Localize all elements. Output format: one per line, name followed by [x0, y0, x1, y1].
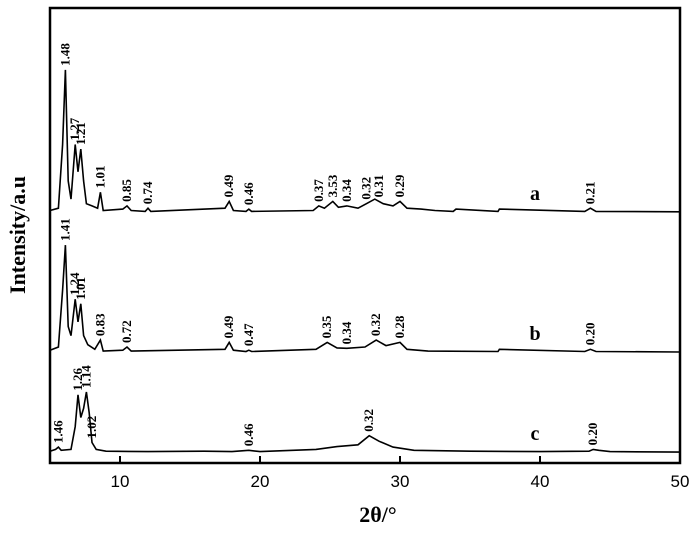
series-label: c	[531, 423, 540, 445]
peak-label: 0.34	[339, 321, 354, 344]
peak-label: 1.48	[57, 43, 72, 66]
peak-label: 0.32	[358, 177, 373, 200]
plot-frame	[48, 6, 682, 465]
peak-label: 1.14	[78, 365, 93, 388]
peak-label: 1.01	[73, 277, 88, 300]
peak-label: 0.32	[368, 313, 383, 336]
peak-label: 0.49	[221, 315, 236, 338]
peak-label: 0.29	[392, 174, 407, 197]
series-label: b	[529, 323, 540, 345]
peak-label: 1.41	[57, 218, 72, 241]
x-axis-title: 2θ/°	[359, 502, 396, 527]
y-axis-title: Intensity/a.u	[5, 176, 30, 294]
peak-label: 1.01	[92, 166, 107, 189]
peak-label: 0.85	[119, 179, 134, 202]
xrd-trace	[49, 69, 681, 213]
x-tick-label: 50	[671, 472, 690, 491]
x-tick-label: 40	[531, 472, 550, 491]
peak-label: 0.21	[582, 181, 597, 204]
xrd-trace	[49, 391, 681, 453]
peak-label: 1.24	[67, 272, 82, 295]
peak-label: 1.21	[73, 122, 88, 145]
peak-label: 1.02	[84, 416, 99, 439]
peak-label: 1.26	[70, 368, 85, 391]
peak-label: 0.20	[582, 323, 597, 346]
peak-label: 0.46	[241, 423, 256, 446]
peak-label: 0.37	[311, 179, 326, 202]
x-tick-label: 20	[251, 472, 270, 491]
peak-label: 0.34	[339, 179, 354, 202]
peak-label: 0.32	[361, 409, 376, 432]
peak-label: 0.20	[585, 423, 600, 446]
xrd-trace	[49, 245, 681, 353]
peak-label: 0.28	[392, 315, 407, 338]
x-tick-label: 10	[111, 472, 130, 491]
peak-label: 0.49	[221, 174, 236, 197]
peak-label: 0.46	[241, 182, 256, 205]
peak-label: 0.72	[119, 320, 134, 343]
peak-label: 0.83	[92, 313, 107, 336]
series-label: a	[530, 183, 540, 205]
peak-label: 3.53	[325, 174, 340, 197]
peak-label: 0.74	[140, 181, 155, 204]
peak-label: 0.31	[371, 175, 386, 198]
peak-label: 1.46	[50, 420, 65, 443]
peak-label: 0.35	[319, 315, 334, 338]
x-tick-label: 30	[391, 472, 410, 491]
peak-label: 0.47	[241, 323, 256, 346]
peak-label: 1.27	[67, 117, 82, 140]
